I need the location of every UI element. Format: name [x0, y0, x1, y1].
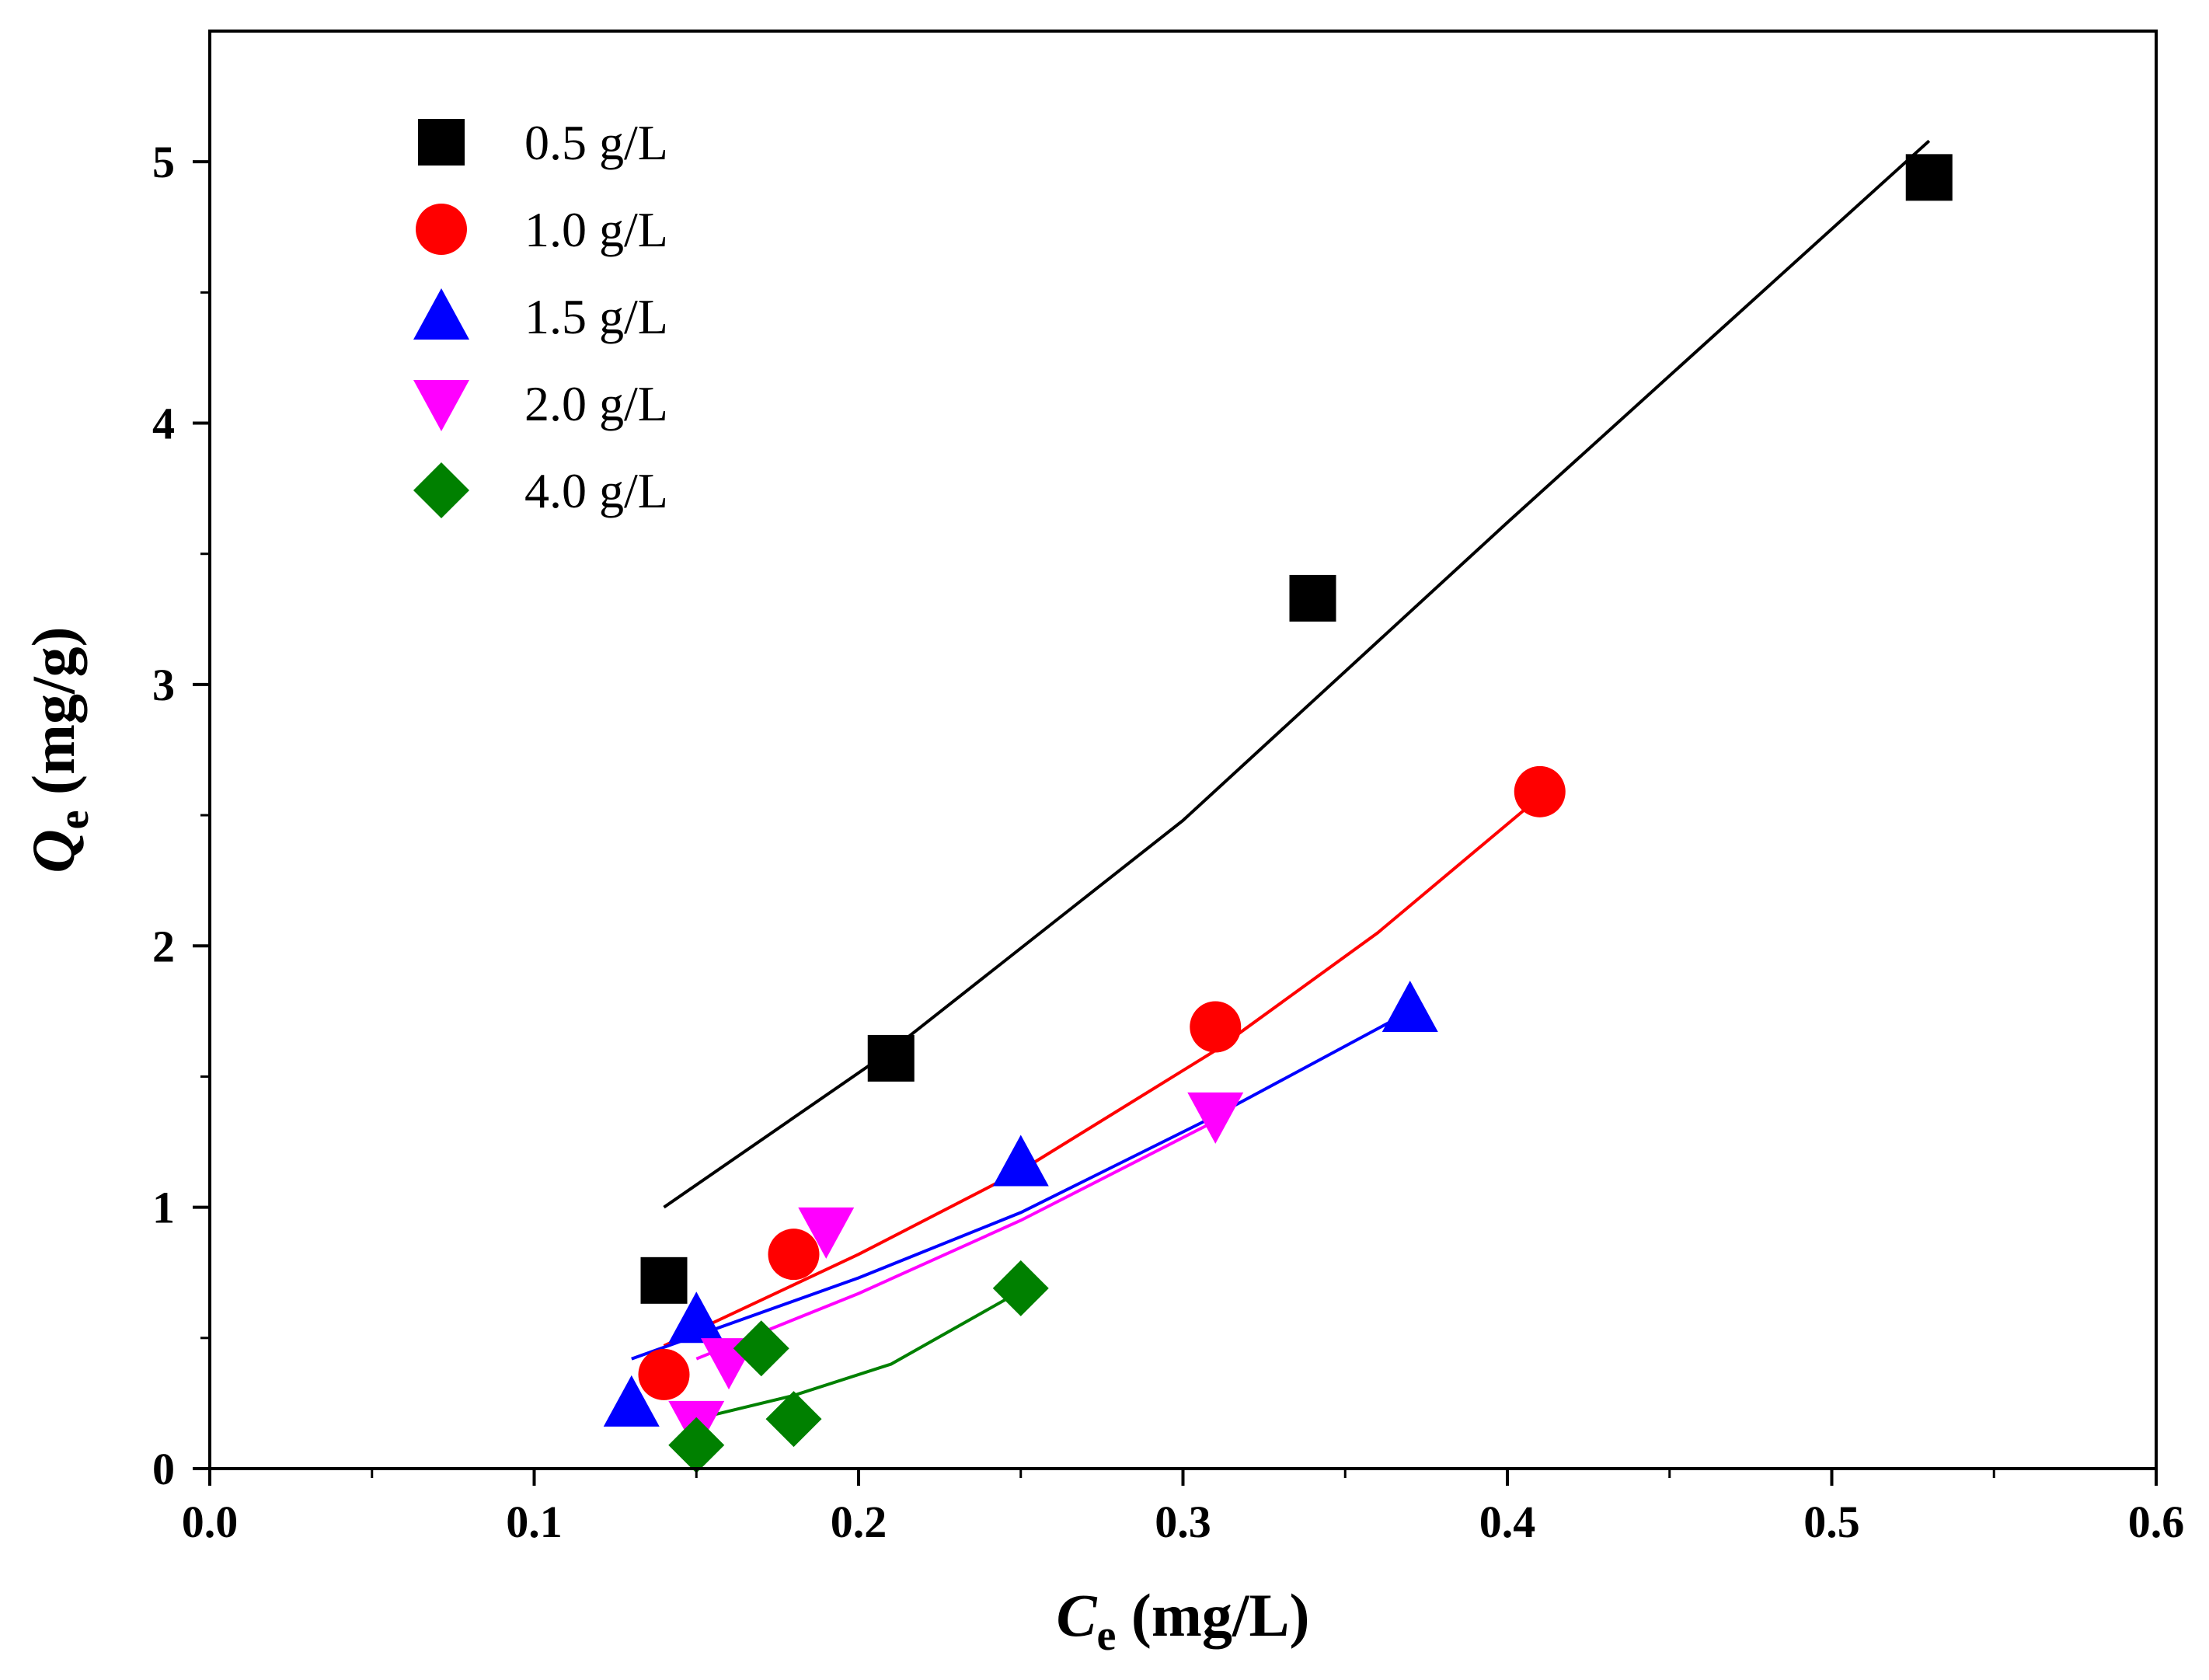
- y-tick-label: 3: [152, 660, 175, 710]
- data-point-series-1: [1905, 154, 1953, 201]
- fit-line-series-4: [695, 1119, 1217, 1361]
- y-tick-label: 1: [152, 1183, 175, 1233]
- y-tick-label: 5: [152, 137, 175, 187]
- y-tick-label: 2: [152, 921, 175, 971]
- data-point-series-2: [768, 1229, 820, 1281]
- legend-marker-series-5: [413, 462, 469, 518]
- y-axis-title-unit: (mg/g): [19, 626, 87, 810]
- x-axis-title-sub: e: [1097, 1612, 1117, 1660]
- data-point-series-2: [638, 1348, 690, 1400]
- x-tick-label: 0.1: [506, 1497, 563, 1547]
- y-axis-title: Qe (mg/g): [19, 626, 98, 873]
- data-points-layer: [603, 154, 1953, 1473]
- legend-marker-series-3: [413, 288, 469, 340]
- data-point-series-3: [603, 1375, 660, 1427]
- data-point-series-1: [640, 1257, 688, 1304]
- legend-label-series-4: 2.0 g/L: [524, 376, 668, 431]
- x-axis: 0.0 0.1 0.2 0.3 0.4 0.5 0.6: [182, 1469, 2185, 1547]
- data-point-series-4: [798, 1207, 855, 1259]
- fit-lines-layer: [631, 139, 1931, 1421]
- fit-line-series-1: [663, 139, 1931, 1209]
- x-axis-title: Ce (mg/L): [1056, 1581, 1309, 1660]
- fit-line-series-3: [631, 1009, 1411, 1361]
- legend-label-series-2: 1.0 g/L: [524, 202, 668, 257]
- data-point-series-5: [733, 1320, 789, 1377]
- x-tick-label: 0.4: [1479, 1497, 1536, 1547]
- data-point-series-1: [1289, 574, 1336, 622]
- legend-marker-series-1: [418, 119, 465, 166]
- legend-label-series-1: 0.5 g/L: [524, 115, 668, 170]
- legend-label-series-5: 4.0 g/L: [524, 463, 668, 518]
- data-point-series-5: [992, 1260, 1049, 1316]
- data-point-series-2: [1514, 765, 1566, 817]
- data-point-series-5: [765, 1391, 822, 1448]
- data-point-series-3: [1381, 981, 1438, 1032]
- x-axis-title-main: C: [1056, 1581, 1097, 1649]
- data-point-series-5: [668, 1417, 725, 1473]
- data-point-series-3: [668, 1291, 725, 1344]
- data-point-series-2: [1190, 1001, 1242, 1053]
- fit-line-series-5: [695, 1289, 1022, 1421]
- legend-marker-series-2: [416, 204, 467, 255]
- y-axis-title-main: Q: [19, 829, 87, 873]
- legend-label-series-3: 1.5 g/L: [524, 289, 668, 344]
- x-axis-title-unit: (mg/L): [1116, 1581, 1309, 1649]
- y-axis-title-sub: e: [50, 810, 98, 829]
- x-tick-label: 0.0: [182, 1497, 239, 1547]
- y-tick-label: 4: [152, 399, 175, 449]
- data-point-series-4: [1187, 1092, 1244, 1144]
- x-tick-label: 0.6: [2128, 1497, 2185, 1547]
- y-axis: 0 1 2 3 4 5: [152, 137, 210, 1494]
- y-tick-label: 0: [152, 1444, 175, 1494]
- x-tick-label: 0.3: [1155, 1497, 1211, 1547]
- x-tick-label: 0.5: [1803, 1497, 1860, 1547]
- plot-frame: [208, 30, 2158, 1470]
- data-point-series-1: [867, 1034, 915, 1082]
- data-point-series-3: [992, 1135, 1049, 1187]
- fit-line-series-2: [663, 795, 1542, 1347]
- x-tick-label: 0.2: [831, 1497, 887, 1547]
- legend-marker-series-4: [413, 380, 469, 431]
- legend: 0.5 g/L 1.0 g/L 1.5 g/L 2.0 g/L 4.0 g/L: [413, 115, 668, 518]
